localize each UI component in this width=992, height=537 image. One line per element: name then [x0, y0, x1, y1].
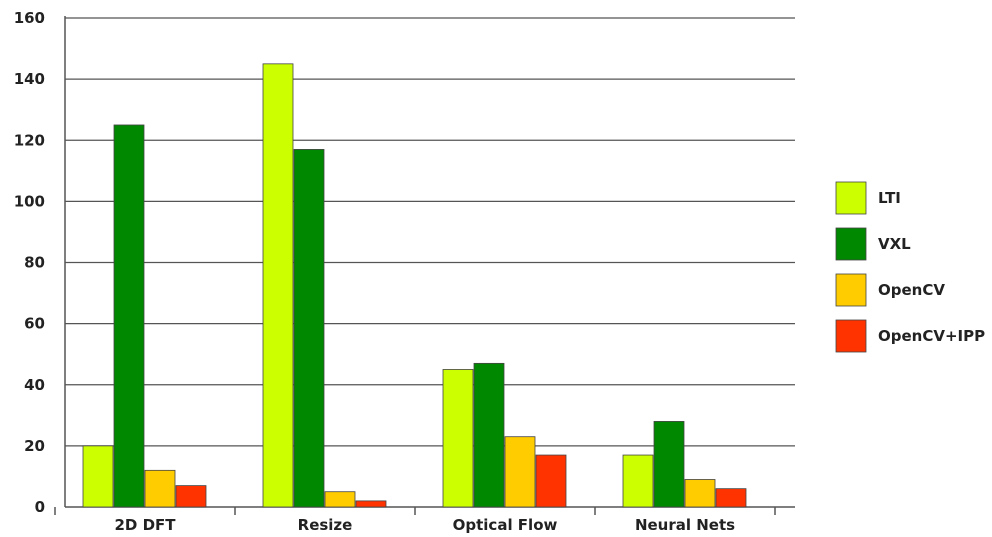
y-tick-label: 40	[24, 376, 45, 394]
x-tick-label: 2D DFT	[114, 516, 176, 534]
y-tick-label: 20	[24, 437, 45, 455]
x-tick-label: Resize	[298, 516, 353, 534]
y-tick-label: 120	[14, 131, 45, 149]
bar-opencv-ipp-resize	[355, 500, 387, 508]
legend: LTI VXL OpenCV OpenCV+IPP	[835, 181, 985, 353]
y-tick-label: 100	[14, 192, 45, 210]
x-tick-label: Optical Flow	[453, 516, 558, 534]
y-tick-label: 80	[24, 254, 45, 272]
legend-swatch	[835, 181, 867, 215]
bar-opencv-optical-flow	[504, 436, 536, 508]
bar-lti-2d-dft	[82, 445, 114, 508]
legend-swatch	[835, 227, 867, 261]
bar-lti-resize	[262, 63, 294, 508]
gridlines	[65, 17, 795, 447]
y-tick-label: 160	[14, 9, 45, 27]
legend-label: VXL	[878, 235, 911, 253]
bar-opencv-resize	[324, 491, 356, 508]
bar-opencv-ipp-optical-flow	[535, 454, 567, 508]
bar-opencv-2d-dft	[144, 469, 176, 508]
legend-label: LTI	[878, 189, 901, 207]
legend-swatch	[835, 319, 867, 353]
bar-lti-optical-flow	[442, 369, 474, 508]
y-tick-label: 60	[24, 315, 45, 333]
x-tick-label: Neural Nets	[635, 516, 735, 534]
bar-lti-neural-nets	[622, 454, 654, 508]
bar-vxl-neural-nets	[653, 421, 685, 508]
bar-opencv-ipp-neural-nets	[715, 488, 747, 508]
bars	[82, 63, 747, 508]
legend-label: OpenCV+IPP	[878, 327, 985, 345]
legend-label: OpenCV	[878, 281, 945, 299]
y-tick-label: 0	[35, 498, 45, 516]
axis-labels: 0 20 40 60 80 100 120 140 160 2D DFT Resize Optical…	[14, 9, 735, 534]
bar-opencv-ipp-2d-dft	[175, 485, 207, 508]
legend-swatch	[835, 273, 867, 307]
y-tick-label: 140	[14, 70, 45, 88]
bar-vxl-optical-flow	[473, 362, 505, 508]
bar-vxl-2d-dft	[113, 124, 145, 508]
bar-vxl-resize	[293, 149, 325, 508]
bar-opencv-neural-nets	[684, 479, 716, 508]
